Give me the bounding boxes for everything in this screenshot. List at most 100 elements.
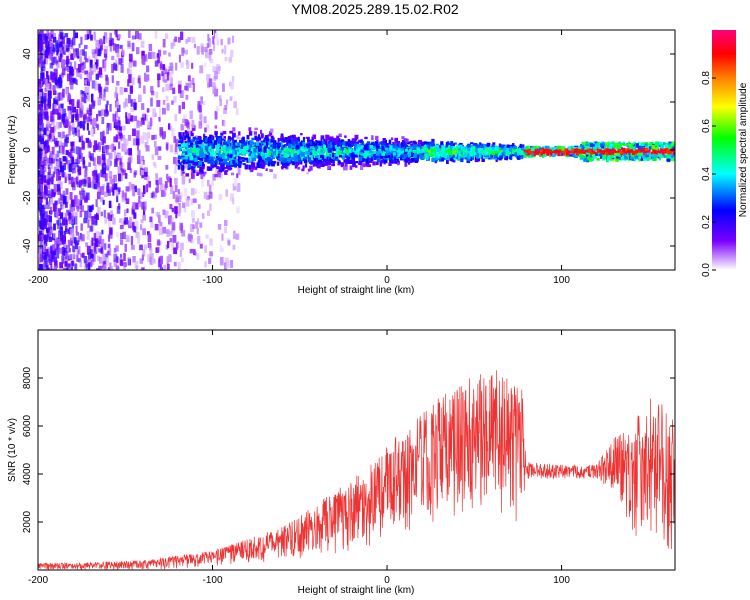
spectrogram-cell: [58, 197, 61, 204]
spectrogram-cell: [476, 153, 479, 158]
spectrogram-cell: [460, 151, 463, 155]
spectrogram-cell: [98, 256, 103, 264]
spectrogram-cell: [182, 157, 185, 162]
spectrogram-cell: [80, 223, 83, 231]
spectrogram-cell: [132, 256, 136, 263]
spectrogram-cell: [125, 138, 129, 146]
spectrogram-cell: [72, 252, 76, 259]
spectrogram-cell: [200, 43, 204, 52]
spectrogram-cell: [632, 145, 636, 148]
spectrogram-cell: [39, 93, 43, 100]
spectrogram-cell: [280, 161, 284, 165]
spectrogram-cell: [481, 158, 485, 162]
spectrogram-cell: [64, 198, 67, 204]
spectrogram-cell: [48, 222, 52, 230]
spectrogram-cell: [93, 233, 97, 241]
spectrogram-cell: [287, 158, 291, 163]
spectrogram-cell: [196, 141, 200, 145]
spectrogram-cell: [153, 258, 156, 264]
spectrogram-cell: [127, 134, 132, 141]
spectrogram-cell: [348, 140, 352, 144]
spectrogram-cell: [337, 162, 341, 166]
spectrogram-cell: [389, 157, 393, 163]
spectrogram-cell: [208, 191, 213, 199]
spectrogram-cell: [195, 145, 199, 148]
spectrogram-cell: [191, 217, 195, 223]
spectrogram-cell: [282, 159, 286, 163]
spectrogram-cell: [371, 135, 374, 141]
spectrogram-cell: [185, 131, 189, 136]
spectrogram-cell: [96, 243, 99, 252]
spectrogram-cell: [232, 159, 235, 164]
spectrogram-cell: [130, 236, 134, 245]
spectrogram-cell: [574, 154, 578, 158]
spectrogram-cell: [431, 150, 434, 153]
spectrogram-cell: [43, 161, 46, 169]
spectrogram-cell: [91, 204, 94, 210]
spectrogram-cell: [55, 167, 59, 174]
spectrogram-cell: [77, 164, 80, 173]
spectrogram-cell: [450, 141, 454, 146]
spectrogram-cell: [41, 192, 45, 200]
spectrogram-cell: [74, 212, 78, 217]
spectrogram-cell: [183, 114, 187, 122]
spectrogram-cell: [200, 169, 204, 174]
spectrogram-cell: [610, 158, 614, 161]
spectrogram-cell: [69, 192, 73, 200]
spectrogram-cell: [291, 143, 295, 148]
spectrogram-cell: [43, 235, 46, 244]
spectrogram-cell: [94, 81, 98, 91]
spectrogram-cell: [45, 40, 48, 48]
spectrogram-cell: [65, 157, 68, 165]
spectrogram-cell: [469, 146, 472, 149]
spectrogram-cell: [51, 56, 55, 66]
spectrogram-cell: [626, 145, 630, 148]
spectrogram-cell: [149, 256, 153, 265]
spectrogram-cell: [181, 160, 184, 164]
spectrogram-cell: [86, 34, 89, 40]
spectrogram-cell: [382, 145, 386, 148]
spectrogram-cell: [321, 163, 324, 168]
spectrogram-cell: [247, 144, 250, 150]
spectrogram-cell: [113, 183, 118, 190]
spectrogram-cell: [191, 36, 196, 43]
spectrogram-cell: [179, 137, 182, 142]
spectrogram-cell: [178, 135, 182, 139]
spectrogram-cell: [224, 144, 227, 149]
spectrogram-cell: [223, 108, 227, 114]
spectrogram-cell: [42, 267, 47, 270]
spectrogram-cell: [113, 253, 118, 262]
spectrogram-cell: [72, 245, 76, 253]
spectrogram-cell: [49, 51, 53, 61]
spectrogram-cell: [373, 155, 377, 161]
spectrogram-cell: [190, 198, 194, 206]
spectrogram-cell: [180, 140, 183, 145]
spectrogram-cell: [356, 150, 360, 154]
spectrogram-cell: [144, 244, 147, 250]
spectrogram-cell: [80, 253, 83, 258]
spectrogram-cell: [91, 237, 94, 246]
spectrogram-cell: [333, 137, 337, 142]
spectrogram-cell: [366, 153, 369, 157]
spectrogram-cell: [344, 153, 349, 158]
spectrogram-cell: [39, 263, 42, 270]
spectrogram-cell: [197, 236, 201, 245]
spectrogram-cell: [112, 217, 116, 225]
spectrogram-cell: [199, 157, 204, 162]
spectrogram-cell: [278, 152, 281, 155]
spectrogram-cell: [164, 184, 168, 191]
spectrogram-cell: [307, 137, 310, 142]
spectrogram-cell: [83, 51, 87, 60]
spectrogram-cell: [201, 166, 205, 170]
spectrogram-cell: [107, 158, 110, 167]
spectrogram-cell: [123, 264, 126, 270]
spectrogram-cell: [89, 67, 92, 75]
spectrogram-cell: [233, 230, 236, 239]
spectrogram-cell: [41, 66, 46, 72]
spectrogram-cell: [143, 201, 147, 210]
spectrogram-cell: [492, 142, 496, 146]
spectrogram-cell: [123, 192, 127, 201]
spectrogram-cell: [85, 58, 89, 63]
spectrogram-cell: [43, 192, 47, 199]
spectrogram-cell: [74, 127, 77, 133]
